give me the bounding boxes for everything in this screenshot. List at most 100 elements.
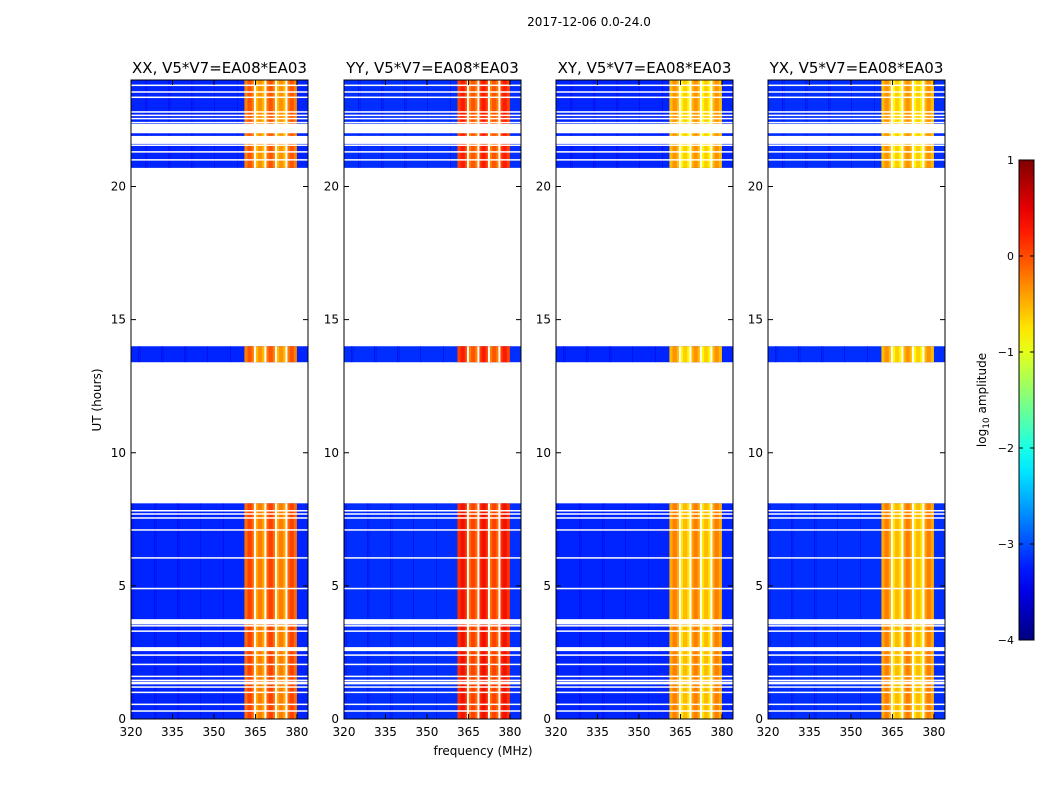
rfi-band-gap <box>274 503 277 719</box>
flag-gap-line <box>131 513 308 515</box>
y-tick-label: 15 <box>748 313 763 327</box>
flag-gap-line <box>344 625 521 627</box>
rfi-band-core <box>258 503 263 719</box>
flag-gap-line <box>768 691 945 694</box>
flag-gap-line <box>344 96 521 99</box>
noise-speckle <box>139 346 141 363</box>
noise-speckle <box>154 503 155 719</box>
noise-speckle <box>821 346 822 363</box>
colorbar-gradient <box>1018 159 1035 641</box>
flag-gap-line <box>768 710 945 712</box>
x-tick-label: 335 <box>374 725 397 739</box>
flag-gap-line <box>556 96 733 99</box>
noise-speckle <box>799 346 801 363</box>
rfi-band-core <box>471 346 476 363</box>
flag-gap-line <box>344 111 521 113</box>
noise-speckle <box>648 503 649 719</box>
colorbar-label: log10 amplitude <box>975 353 992 447</box>
x-tick-label: 380 <box>285 725 308 739</box>
rfi-band-gap <box>911 346 914 363</box>
flag-gap-line <box>768 517 945 519</box>
rfi-band-gap <box>699 346 702 363</box>
flag-gap-band <box>344 509 521 512</box>
flag-gap-band <box>768 135 945 144</box>
noise-speckle <box>625 503 626 719</box>
flag-gap-line <box>556 159 733 161</box>
rfi-band-gap <box>678 346 681 363</box>
rfi-band-core <box>884 503 889 719</box>
rfi-band-core <box>502 503 507 719</box>
flag-gap-line <box>556 691 733 694</box>
x-tick-label: 350 <box>416 725 439 739</box>
flag-gap-band <box>131 647 308 652</box>
noise-speckle <box>436 503 437 719</box>
rfi-band-gap <box>922 346 925 363</box>
y-tick-label: 5 <box>755 579 763 593</box>
y-tick-label: 20 <box>324 180 339 194</box>
rfi-band-core <box>905 503 910 719</box>
rfi-band-core <box>714 503 719 719</box>
colorbar-tick-label: −1 <box>998 346 1014 359</box>
flag-gap-line <box>556 513 733 515</box>
rfi-band-gap <box>689 346 692 363</box>
flag-gap-line <box>556 517 733 519</box>
flag-gap-band <box>344 681 521 685</box>
rfi-band-core <box>916 503 921 719</box>
noise-speckle <box>374 346 375 363</box>
flag-gap-line <box>768 703 945 706</box>
noise-speckle <box>391 503 393 719</box>
flag-gap-line <box>768 84 945 87</box>
flag-gap-band <box>768 681 945 685</box>
rfi-band-gap <box>901 503 904 719</box>
rfi-band-gap <box>285 346 288 363</box>
noise-speckle <box>420 346 421 363</box>
rfi-band-core <box>279 346 284 363</box>
panel-frame <box>555 79 734 720</box>
y-tick-label: 5 <box>543 579 551 593</box>
noise-speckle <box>632 346 633 363</box>
rfi-band-core <box>289 503 294 719</box>
flag-gap-line <box>131 630 308 632</box>
colorbar-tick-label: −2 <box>998 442 1014 455</box>
flag-gap-line <box>556 91 733 93</box>
flag-gap-line <box>768 121 945 124</box>
flag-gap-line <box>556 710 733 712</box>
flag-gap-line <box>344 557 521 559</box>
noise-speckle <box>368 503 370 719</box>
flag-gap-line <box>131 625 308 627</box>
panel-frame <box>343 79 522 720</box>
rfi-band-gap <box>911 503 914 719</box>
flag-gap-line <box>768 625 945 627</box>
noise-speckle <box>367 503 368 719</box>
flag-gap-line <box>556 587 733 590</box>
noise-speckle <box>603 503 605 719</box>
flag-gap-line <box>556 84 733 87</box>
noise-speckle <box>837 503 838 719</box>
y-tick-label: 10 <box>748 446 763 460</box>
y-tick-label: 10 <box>324 446 339 460</box>
rfi-band-core <box>268 346 273 363</box>
flag-gap-band <box>556 114 733 117</box>
noise-speckle <box>200 503 201 719</box>
noise-speckle <box>398 346 400 363</box>
flag-gap-line <box>768 686 945 688</box>
flag-gap-band <box>131 135 308 144</box>
noise-speckle <box>223 503 224 719</box>
rfi-band-core <box>926 503 931 719</box>
noise-speckle <box>579 503 580 719</box>
flag-gap-line <box>131 654 308 656</box>
colorbar-tick-label: 0 <box>1007 250 1014 263</box>
noise-speckle <box>822 346 824 363</box>
noise-speckle <box>397 346 398 363</box>
panel-title: YY, V5*V7=EA08*EA03 <box>345 59 519 77</box>
rfi-band-core <box>502 346 507 363</box>
rfi-band-gap <box>498 346 501 363</box>
flag-gap-line <box>131 675 308 678</box>
flag-gap-line <box>556 111 733 113</box>
x-tick-label: 380 <box>922 725 945 739</box>
noise-speckle <box>602 503 603 719</box>
flag-gap-line <box>344 654 521 656</box>
rfi-band-gap <box>253 346 256 363</box>
heatmap-content <box>768 80 945 719</box>
flag-gap-line <box>556 654 733 656</box>
